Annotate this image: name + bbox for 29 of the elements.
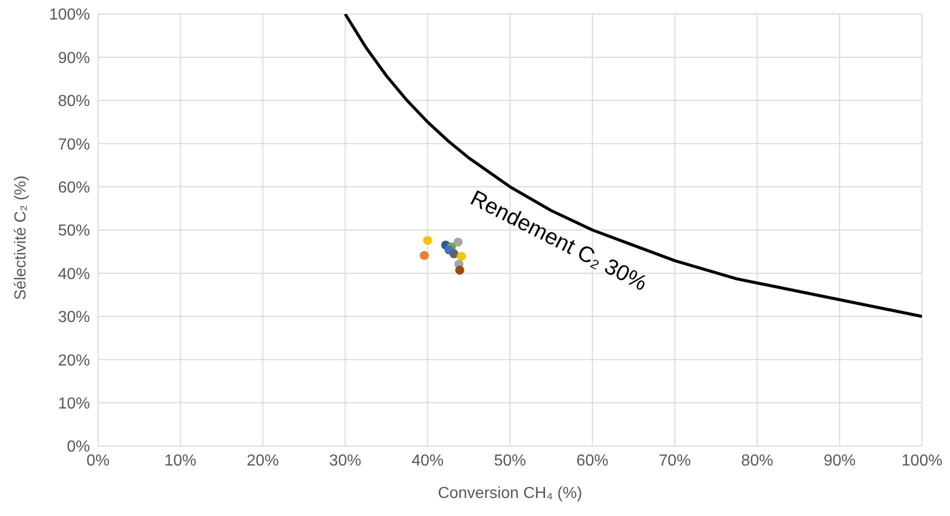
point: [454, 238, 463, 247]
point: [455, 266, 464, 275]
x-tick-label: 60%: [576, 452, 608, 470]
y-tick-label: 20%: [58, 352, 90, 370]
point: [423, 236, 432, 245]
y-tick-label: 60%: [58, 179, 90, 196]
y-tick-label: 70%: [58, 136, 90, 154]
x-tick-label: 30%: [329, 452, 362, 470]
y-tick-label: 40%: [58, 266, 90, 283]
x-tick-label: 90%: [824, 452, 856, 470]
y-tick-label: 30%: [58, 309, 90, 326]
y-tick-label: 80%: [58, 93, 90, 110]
x-tick-label: 40%: [412, 452, 444, 470]
y-tick-label: 50%: [58, 222, 90, 240]
point: [420, 250, 429, 260]
y-axis-title: Sélectivité C₂ (%): [12, 176, 30, 300]
x-tick-label: 80%: [741, 452, 774, 470]
x-tick-label: 100%: [902, 452, 942, 470]
y-tick-label: 90%: [58, 50, 90, 67]
y-tick-label: 10%: [58, 395, 90, 412]
x-tick-label: 10%: [164, 452, 196, 470]
x-tick-label: 70%: [658, 452, 691, 470]
line-series: [344, 14, 922, 318]
x-tick-label: 20%: [246, 452, 279, 470]
x-tick-label: 50%: [494, 452, 526, 470]
point: [456, 252, 466, 261]
y-tick-label: 100%: [49, 6, 90, 24]
point: [449, 249, 458, 258]
x-axis-title: Conversion CH₄ (%): [438, 485, 582, 502]
